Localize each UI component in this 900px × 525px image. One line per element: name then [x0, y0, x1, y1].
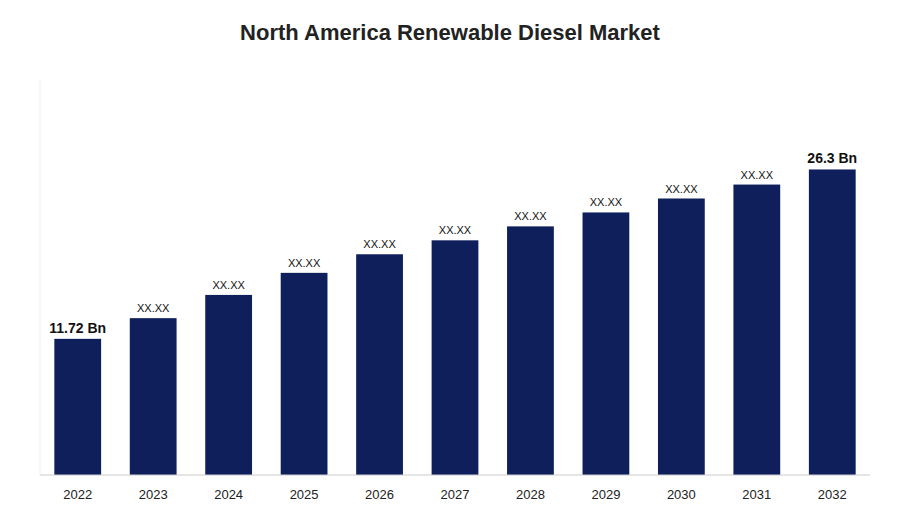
bar [432, 240, 479, 475]
data-label: XX.XX [590, 196, 623, 208]
x-tick-label: 2026 [365, 487, 394, 502]
chart-svg: North America Renewable Diesel Market 202… [0, 0, 900, 525]
x-tick-label: 2027 [441, 487, 470, 502]
bar [54, 339, 101, 475]
x-tick-label: 2025 [290, 487, 319, 502]
bar [507, 226, 554, 475]
x-tick-label: 2024 [214, 487, 243, 502]
x-axis-line [40, 475, 870, 476]
data-label: XX.XX [288, 257, 321, 269]
bar [356, 254, 403, 475]
bar [733, 185, 780, 475]
x-tick-label: 2030 [667, 487, 696, 502]
x-tick-label: 2023 [139, 487, 168, 502]
x-tick-label: 2028 [516, 487, 545, 502]
bar [809, 169, 856, 475]
x-tick-label: 2029 [591, 487, 620, 502]
bar [658, 199, 705, 476]
x-tick-label: 2032 [818, 487, 847, 502]
bar [583, 212, 630, 475]
data-label: XX.XX [137, 302, 170, 314]
bar [130, 318, 177, 475]
data-label: 26.3 Bn [807, 150, 857, 166]
data-label: XX.XX [741, 169, 774, 181]
chart-title: North America Renewable Diesel Market [240, 20, 660, 45]
bar [205, 295, 252, 475]
bar [281, 273, 328, 475]
data-label: XX.XX [439, 224, 472, 236]
x-tick-label: 2031 [742, 487, 771, 502]
bars [54, 169, 855, 475]
chart-container: North America Renewable Diesel Market 202… [0, 0, 900, 525]
y-axis-line [40, 80, 41, 475]
data-label: XX.XX [212, 279, 245, 291]
data-label: XX.XX [363, 238, 396, 250]
data-label: XX.XX [665, 183, 698, 195]
data-label: XX.XX [514, 210, 547, 222]
x-tick-label: 2022 [63, 487, 92, 502]
data-label: 11.72 Bn [49, 320, 106, 336]
